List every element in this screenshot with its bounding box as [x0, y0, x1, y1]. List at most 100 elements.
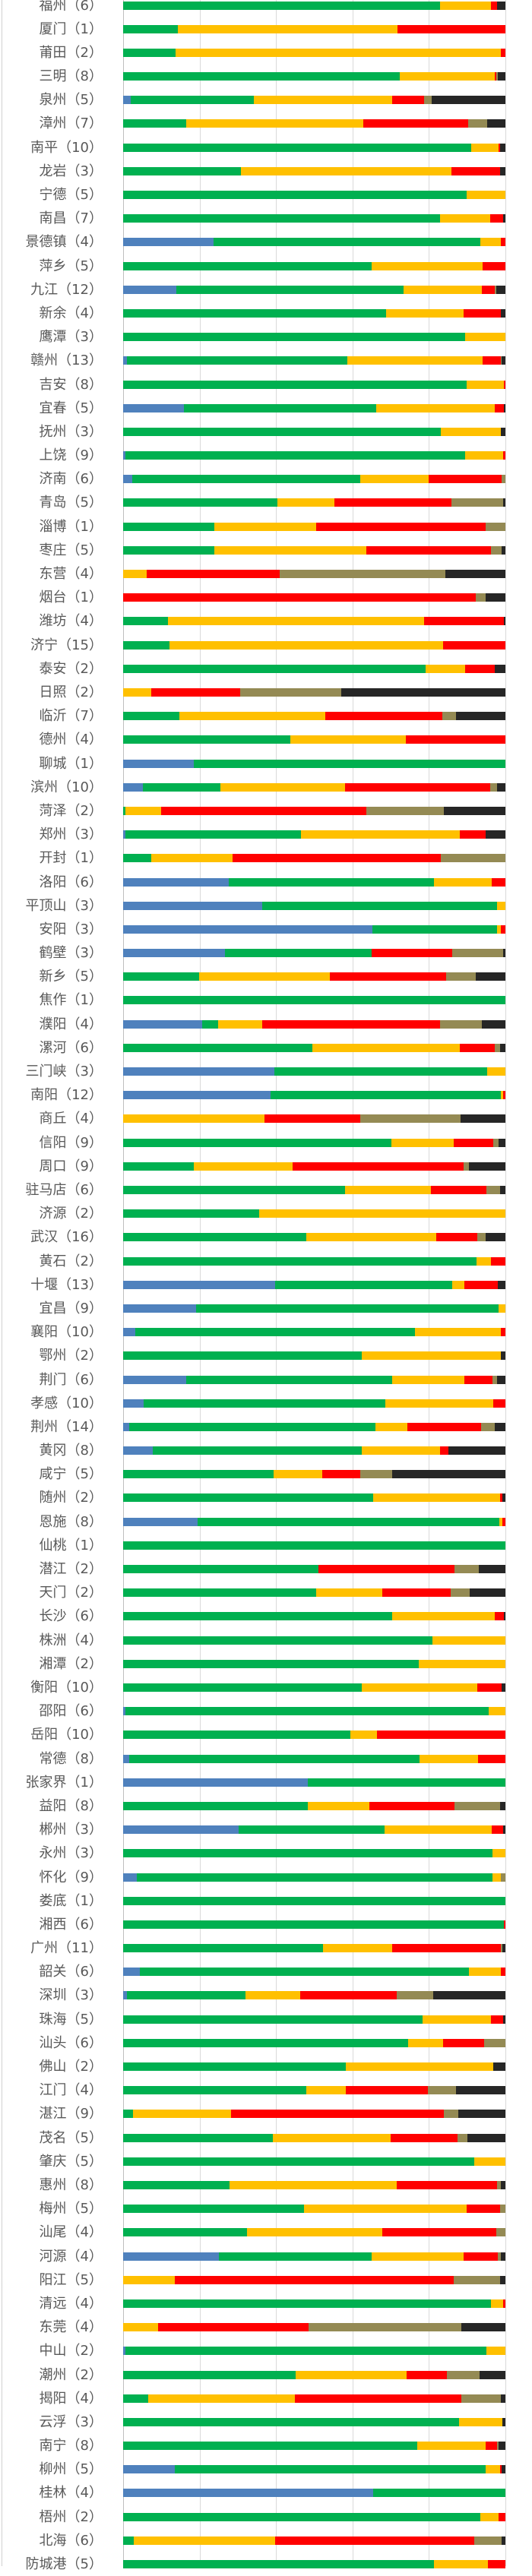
bar-segment-series-4 [275, 2536, 474, 2545]
bar-segment-series-2 [123, 1256, 477, 1266]
bar-row: 潜江（2） [0, 1557, 532, 1581]
stacked-bar [123, 1825, 505, 1835]
bar-segment-series-3 [254, 96, 393, 105]
bar-row: 岳阳（10） [0, 1723, 532, 1746]
bar-segment-series-6 [469, 1162, 505, 1171]
bar-segment-series-4 [499, 1493, 503, 1503]
bar-segment-series-6 [456, 712, 505, 721]
bar-row: 厦门（1） [0, 17, 532, 41]
bar-segment-series-2 [126, 1991, 246, 2000]
bar-segment-series-3 [198, 972, 330, 981]
bar-segment-series-2 [152, 1446, 362, 1456]
bar-row: 荆州（14） [0, 1415, 532, 1439]
bar-segment-series-5 [360, 1114, 461, 1124]
bar-segment-series-6 [502, 356, 505, 365]
bar-segment-series-2 [123, 1493, 373, 1503]
category-label: 邵阳（6） [39, 1703, 103, 1720]
category-label: 中山（2） [39, 2343, 103, 2359]
bar-segment-series-4 [453, 1138, 493, 1147]
bar-row: 上饶（9） [0, 444, 532, 467]
stacked-bar [123, 1731, 505, 1740]
bar-segment-series-3 [167, 617, 424, 626]
bar-segment-series-4 [465, 664, 495, 673]
bar-segment-series-2 [123, 24, 179, 33]
bar-segment-series-2 [123, 735, 291, 744]
bar-segment-series-3 [347, 356, 483, 365]
stacked-bar [123, 2465, 505, 2474]
bar-row: 焦作（1） [0, 988, 532, 1012]
stacked-bar [123, 925, 505, 934]
bar-segment-series-4 [382, 2228, 497, 2237]
bar-segment-series-6 [501, 427, 505, 436]
bar-segment-series-1 [123, 1825, 239, 1835]
bar-segment-series-4 [147, 570, 280, 579]
stacked-bar [123, 1304, 505, 1313]
bar-segment-series-2 [123, 2062, 346, 2072]
bar-row: 淄博（1） [0, 515, 532, 539]
bar-segment-series-4 [334, 498, 452, 507]
bar-segment-series-3 [414, 1328, 502, 1337]
bar-segment-series-2 [123, 48, 176, 57]
stacked-bar [123, 2417, 505, 2426]
bar-segment-series-1 [123, 1091, 271, 1100]
bar-segment-series-2 [131, 475, 361, 484]
bar-segment-series-3 [452, 1280, 465, 1289]
bar-segment-series-4 [300, 1991, 397, 2000]
bar-segment-series-3 [193, 1162, 293, 1171]
bar-segment-series-2 [123, 261, 372, 270]
bar-row: 珠海（5） [0, 2008, 532, 2031]
bar-segment-series-3 [306, 1233, 437, 1242]
bar-segment-series-2 [123, 1636, 433, 1645]
bar-segment-series-4 [406, 2370, 447, 2379]
bar-segment-series-2 [123, 2180, 230, 2189]
bar-segment-series-5 [463, 1162, 470, 1171]
bar-row: 日照（2） [0, 681, 532, 704]
bar-segment-series-6 [485, 593, 505, 602]
bar-segment-series-3 [125, 806, 162, 815]
stacked-bar [123, 2536, 505, 2545]
stacked-bar [123, 2323, 505, 2332]
bar-segment-series-3 [151, 854, 233, 863]
bar-segment-series-5 [494, 285, 497, 294]
bar-segment-series-3 [218, 1019, 262, 1029]
bar-segment-series-3 [361, 1351, 502, 1361]
bar-segment-series-2 [123, 2038, 409, 2047]
bar-segment-series-4 [500, 238, 505, 247]
category-label: 荆州（14） [30, 1418, 103, 1435]
category-label: 南平（10） [30, 139, 103, 156]
bar-row: 柳州（5） [0, 2457, 532, 2481]
bar-segment-series-2 [185, 1375, 393, 1384]
bar-segment-series-4 [123, 593, 476, 602]
bar-row: 衡阳（10） [0, 1676, 532, 1699]
category-label: 莆田（2） [39, 44, 103, 61]
bar-row: 清远（4） [0, 2292, 532, 2315]
category-label: 常德（8） [39, 1750, 103, 1767]
category-label: 鹰潭（3） [39, 329, 103, 346]
bar-segment-series-3 [440, 427, 502, 436]
bar-segment-series-4 [431, 1186, 486, 1194]
bar-row: 广州（11） [0, 1936, 532, 1960]
bar-segment-series-2 [125, 1707, 489, 1716]
bar-row: 阳江（5） [0, 2268, 532, 2292]
stacked-bar [123, 475, 505, 484]
stacked-bar [123, 238, 505, 247]
bar-segment-series-2 [123, 2536, 135, 2545]
stacked-bar [123, 1754, 505, 1763]
bar-segment-series-3 [323, 1944, 393, 1953]
bar-segment-series-2 [198, 1517, 499, 1526]
stacked-bar [123, 1280, 505, 1289]
bar-segment-series-1 [123, 238, 214, 247]
bar-segment-series-2 [123, 2370, 296, 2379]
category-label: 平顶山（3） [25, 897, 103, 914]
bar-row: 青岛（5） [0, 491, 532, 514]
category-label: 深圳（3） [39, 1987, 103, 2004]
bar-segment-series-5 [496, 72, 499, 81]
bar-row: 襄阳（10） [0, 1320, 532, 1344]
bar-segment-series-2 [183, 403, 377, 412]
bar-segment-series-6 [500, 2252, 505, 2261]
category-label: 云浮（3） [39, 2413, 103, 2430]
category-label: 开封（1） [39, 850, 103, 867]
bar-segment-series-2 [123, 972, 199, 981]
bar-row: 茂名（5） [0, 2126, 532, 2150]
bar-row: 宜春（5） [0, 397, 532, 420]
